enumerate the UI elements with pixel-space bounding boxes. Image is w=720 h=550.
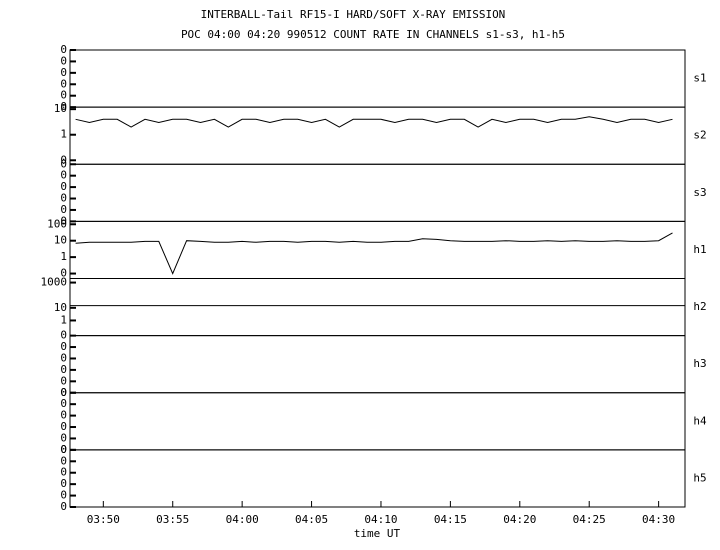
y-tick-label: 1 [60, 313, 67, 326]
y-tick-label: 0 [60, 66, 67, 79]
y-tick-label: 0 [60, 329, 67, 342]
panel-name: h4 [693, 414, 707, 427]
y-tick-label: 0 [60, 443, 67, 456]
y-tick-label: 0 [60, 374, 67, 387]
panel-frame [69, 335, 686, 394]
y-tick-label: 0 [60, 340, 67, 353]
y-tick-label: 0 [60, 489, 67, 502]
y-tick-label: 1 [60, 250, 67, 263]
y-tick-label: 0 [60, 397, 67, 410]
y-tick-label: 0 [60, 386, 67, 399]
x-tick-label: 04:30 [642, 513, 675, 526]
x-tick-label: 03:55 [156, 513, 189, 526]
panel-frame [69, 449, 686, 508]
x-tick-label: 04:15 [434, 513, 467, 526]
y-tick-label: 0 [60, 420, 67, 433]
panel-name: s1 [693, 72, 706, 85]
chart-subtitle: POC 04:00 04:20 990512 COUNT RATE IN CHA… [181, 28, 565, 41]
panel-name: h3 [693, 357, 706, 370]
y-tick-label: 0 [60, 363, 67, 376]
panel-frame [69, 278, 686, 337]
x-tick-label: 03:50 [87, 513, 120, 526]
data-line [75, 232, 673, 275]
data-line [75, 116, 673, 128]
y-tick-label: 0 [60, 267, 67, 280]
y-tick-label: 0 [60, 466, 67, 479]
y-tick-label: 0 [60, 454, 67, 467]
panel-frame [69, 163, 686, 222]
y-tick-label: 0 [60, 351, 67, 364]
panel-name: s3 [693, 186, 706, 199]
y-tick-label: 0 [60, 477, 67, 490]
panel-frame [69, 49, 686, 108]
y-tick-label: 0 [60, 409, 67, 422]
y-tick-label: 0 [60, 77, 67, 90]
panel-name: h2 [693, 300, 706, 313]
y-tick-label: 0 [60, 431, 67, 444]
panel-frame [69, 106, 686, 165]
y-tick-label: 1 [60, 128, 67, 141]
y-tick-label: 0 [60, 153, 67, 166]
panel-frame [69, 392, 686, 451]
x-tick-label: 04:20 [503, 513, 536, 526]
y-tick-label: 0 [60, 443, 67, 456]
y-tick-label: 1000 [41, 276, 68, 289]
y-tick-label: 0 [60, 203, 67, 216]
x-axis-label: time UT [354, 527, 401, 540]
x-tick-label: 04:25 [573, 513, 606, 526]
y-tick-label: 0 [60, 43, 67, 56]
x-tick-label: 04:00 [226, 513, 259, 526]
panel-name: h5 [693, 471, 706, 484]
y-tick-label: 0 [60, 500, 67, 513]
panel-name: s2 [693, 129, 706, 142]
y-tick-label: 0 [60, 89, 67, 102]
y-tick-label: 10 [54, 234, 67, 247]
y-tick-label: 10 [54, 301, 67, 314]
y-tick-label: 100 [47, 217, 67, 230]
y-tick-label: 0 [60, 192, 67, 205]
y-tick-label: 10 [54, 102, 67, 115]
y-tick-label: 0 [60, 214, 67, 227]
y-tick-label: 0 [60, 54, 67, 67]
chart-title: INTERBALL-Tail RF15-I HARD/SOFT X-RAY EM… [201, 8, 506, 21]
y-tick-label: 0 [60, 180, 67, 193]
panel-name: h1 [693, 243, 706, 256]
x-tick-label: 04:10 [364, 513, 397, 526]
y-tick-label: 0 [60, 386, 67, 399]
x-tick-label: 04:05 [295, 513, 328, 526]
y-tick-label: 0 [60, 157, 67, 170]
y-tick-label: 0 [60, 169, 67, 182]
y-tick-label: 0 [60, 100, 67, 113]
